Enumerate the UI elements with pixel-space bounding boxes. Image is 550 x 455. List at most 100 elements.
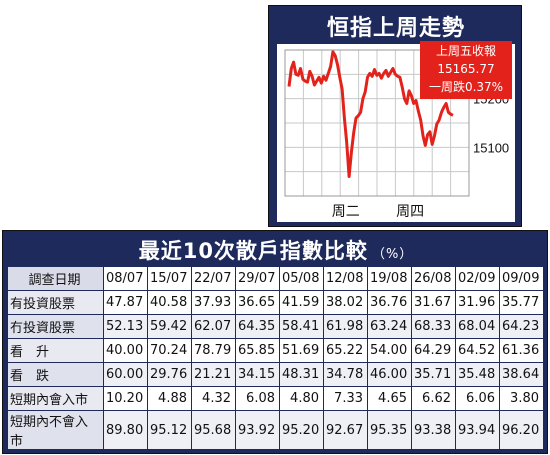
table-cell: 54.00 [367, 338, 412, 363]
table-cell: 96.20 [499, 410, 544, 450]
header-date: 09/09 [499, 266, 544, 291]
table-cell: 37.93 [191, 290, 236, 315]
row-label: 短期內會入市 [7, 386, 104, 411]
table-cell: 60.00 [103, 362, 148, 387]
table-cell: 64.23 [499, 314, 544, 339]
table-cell: 95.35 [367, 410, 412, 450]
header-date: 26/08 [411, 266, 456, 291]
x-tick-label: 周二 [332, 204, 360, 220]
table-cell: 59.42 [147, 314, 192, 339]
table-cell: 4.65 [367, 386, 412, 411]
table-cell: 93.38 [411, 410, 456, 450]
x-tick-label: 周四 [396, 204, 424, 220]
table-cell: 93.94 [455, 410, 500, 450]
table-row: 看 跌 60.00 29.76 21.21 34.15 48.31 34.78 46.00 35… [7, 362, 544, 387]
table-cell: 3.80 [499, 386, 544, 411]
table-cell: 36.76 [367, 290, 412, 315]
retail-index-table: 調查日期 08/07 15/07 22/07 29/07 05/08 12/08 19/08… [7, 266, 544, 450]
table-cell: 34.78 [323, 362, 368, 387]
table-cell: 31.67 [411, 290, 456, 315]
table-row: 有投資股票 47.87 40.58 37.93 36.65 41.59 38.02 36.76… [7, 290, 544, 315]
header-date: 29/07 [235, 266, 280, 291]
table-cell: 36.65 [235, 290, 280, 315]
header-survey-date: 調查日期 [7, 266, 104, 291]
table-cell: 35.48 [455, 362, 500, 387]
header-date: 02/09 [455, 266, 500, 291]
table-cell: 65.85 [235, 338, 280, 363]
table-cell: 95.68 [191, 410, 236, 450]
table-cell: 47.87 [103, 290, 148, 315]
table-cell: 34.15 [235, 362, 280, 387]
header-date: 12/08 [323, 266, 368, 291]
table-cell: 6.06 [455, 386, 500, 411]
row-label: 看 升 [7, 338, 104, 363]
table-cell: 61.98 [323, 314, 368, 339]
header-date: 15/07 [147, 266, 192, 291]
table-cell: 68.33 [411, 314, 456, 339]
table-cell: 58.41 [279, 314, 324, 339]
table-unit: （%） [371, 247, 414, 262]
header-date: 19/08 [367, 266, 412, 291]
table-cell: 65.22 [323, 338, 368, 363]
table-cell: 95.20 [279, 410, 324, 450]
header-date: 05/08 [279, 266, 324, 291]
table-cell: 64.52 [455, 338, 500, 363]
row-label: 短期內不會入市 [7, 410, 104, 450]
table-cell: 51.69 [279, 338, 324, 363]
table-cell: 4.32 [191, 386, 236, 411]
table-cell: 89.80 [103, 410, 148, 450]
table-cell: 35.71 [411, 362, 456, 387]
table-cell: 93.92 [235, 410, 280, 450]
table-cell: 68.04 [455, 314, 500, 339]
table-cell: 29.76 [147, 362, 192, 387]
table-cell: 40.00 [103, 338, 148, 363]
table-cell: 62.07 [191, 314, 236, 339]
row-label: 有投資股票 [7, 290, 104, 315]
table-cell: 6.08 [235, 386, 280, 411]
close-callout-box: 上周五收報 15165.77 一周跌0.37% [420, 41, 512, 99]
table-cell: 31.96 [455, 290, 500, 315]
table-row: 冇投資股票 52.13 59.42 62.07 64.35 58.41 61.98 63.24… [7, 314, 544, 339]
table-cell: 35.77 [499, 290, 544, 315]
row-label: 看 跌 [7, 362, 104, 387]
table-row: 短期內會入市 10.20 4.88 4.32 6.08 4.80 7.33 4.65 6.62 6… [7, 386, 544, 411]
table-cell: 40.58 [147, 290, 192, 315]
table-cell: 70.24 [147, 338, 192, 363]
table-cell: 64.29 [411, 338, 456, 363]
hsi-weekly-chart-panel: 恒指上周走勢 15100 15200 周二 周四 [268, 5, 522, 227]
y-tick-label: 15100 [473, 140, 509, 155]
header-date: 08/07 [103, 266, 148, 291]
table-cell: 38.02 [323, 290, 368, 315]
table-cell: 46.00 [367, 362, 412, 387]
table-cell: 95.12 [147, 410, 192, 450]
row-label: 冇投資股票 [7, 314, 104, 339]
table-cell: 52.13 [103, 314, 148, 339]
table-cell: 41.59 [279, 290, 324, 315]
table-cell: 61.36 [499, 338, 544, 363]
table-cell: 78.79 [191, 338, 236, 363]
plot-frame [284, 49, 470, 197]
table-title: 最近10次散戶指數比較 [138, 239, 368, 263]
table-cell: 64.35 [235, 314, 280, 339]
callout-close-value: 15165.77 [437, 62, 495, 76]
table-cell: 38.64 [499, 362, 544, 387]
table-title-wrap: 最近10次散戶指數比較 （%） [3, 235, 549, 265]
callout-weekly-change: 一周跌0.37% [428, 80, 504, 94]
table-header-row: 調查日期 08/07 15/07 22/07 29/07 05/08 12/08 19/08… [7, 266, 544, 291]
table-row: 短期內不會入市 89.80 95.12 95.68 93.92 95.20 92.67 95.… [7, 410, 544, 450]
table-cell: 63.24 [367, 314, 412, 339]
table-cell: 48.31 [279, 362, 324, 387]
table-row: 看 升 40.00 70.24 78.79 65.85 51.69 65.22 54.00 64… [7, 338, 544, 363]
table-body: 有投資股票 47.87 40.58 37.93 36.65 41.59 38.02 36.76… [7, 290, 544, 450]
callout-line-1: 上周五收報 [435, 44, 496, 58]
table-cell: 7.33 [323, 386, 368, 411]
hsi-series-line [287, 50, 454, 178]
table-cell: 21.21 [191, 362, 236, 387]
table-cell: 6.62 [411, 386, 456, 411]
chart-title: 恒指上周走勢 [326, 16, 465, 41]
table-cell: 92.67 [323, 410, 368, 450]
retail-index-table-panel: 最近10次散戶指數比較 （%） 調查日期 08/07 15/07 22/07 29/07… [2, 230, 548, 454]
table-cell: 4.88 [147, 386, 192, 411]
header-date: 22/07 [191, 266, 236, 291]
table-cell: 10.20 [103, 386, 148, 411]
